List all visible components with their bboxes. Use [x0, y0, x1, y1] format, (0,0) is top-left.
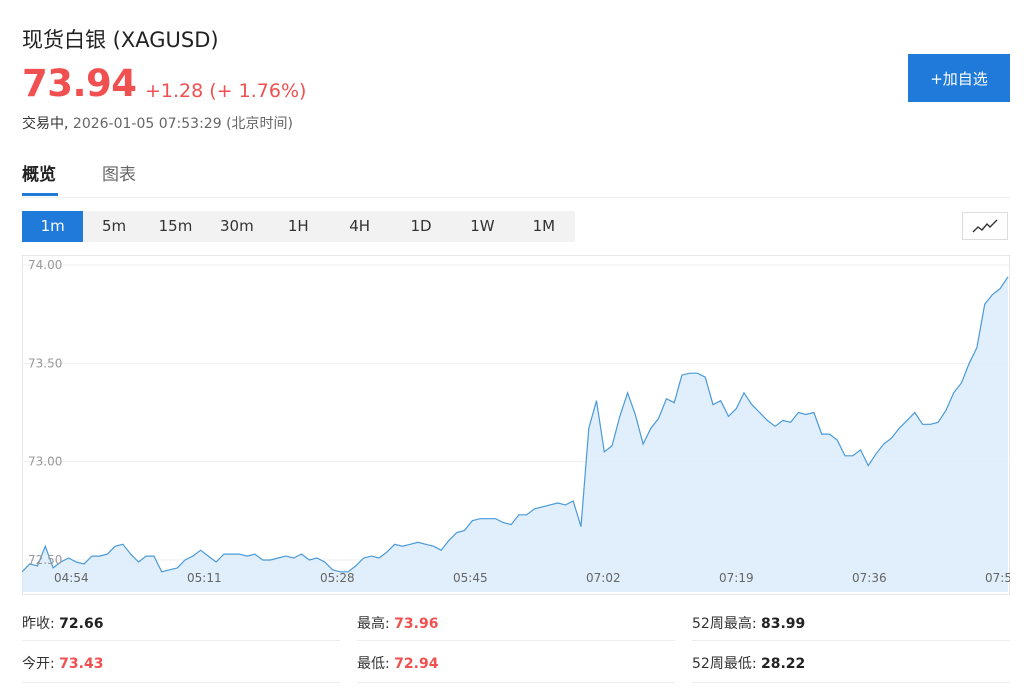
- period-1m-button[interactable]: 1m: [22, 211, 84, 242]
- tab-overview[interactable]: 概览: [22, 165, 56, 185]
- x-tick-label: 05:28: [320, 571, 355, 585]
- x-tick-label: 07:02: [586, 571, 621, 585]
- y-tick-label: 74.00: [28, 258, 62, 272]
- period-30m-button[interactable]: 30m: [220, 217, 254, 235]
- stat-label: 最高:: [357, 616, 390, 632]
- stat-value: 73.43: [59, 656, 104, 672]
- stat-label: 今开:: [22, 656, 55, 672]
- line-chart-icon: [972, 219, 998, 233]
- x-tick-label: 05:11: [187, 571, 222, 585]
- period-15m-button[interactable]: 15m: [158, 217, 193, 235]
- stat-divider: [692, 682, 1010, 683]
- x-tick-label: 07:19: [719, 571, 754, 585]
- add-to-watchlist-button[interactable]: +加自选: [908, 54, 1010, 102]
- price-area: [22, 276, 1008, 592]
- stat-value: 28.22: [760, 656, 806, 672]
- period-1w-button[interactable]: 1W: [470, 217, 495, 235]
- stat-label: 昨收:: [22, 616, 55, 632]
- timestamp: 2026-01-05 07:53:29: [72, 116, 222, 132]
- stat-value: 72.94: [394, 656, 439, 672]
- period-4h-button[interactable]: 4H: [349, 217, 371, 235]
- y-tick-label: 73.50: [28, 356, 62, 370]
- period-1d-button[interactable]: 1D: [410, 217, 432, 235]
- x-tick-label: 07:36: [852, 571, 887, 585]
- period-selector: 1m 5m 15m 30m 1H 4H 1D 1W 1M: [22, 211, 575, 242]
- stat-high: 最高: 73.96: [357, 613, 438, 633]
- stat-prev-close: 昨收: 72.66: [22, 613, 103, 633]
- period-5m-button[interactable]: 5m: [102, 217, 127, 235]
- stat-low: 最低: 72.94: [357, 653, 438, 673]
- y-tick-label: 72.50: [28, 553, 62, 567]
- chart-frame: [22, 255, 1010, 595]
- stat-divider: [357, 640, 675, 641]
- tab-chart[interactable]: 图表: [102, 165, 136, 185]
- price-line: [22, 276, 1009, 573]
- y-tick-label: 73.00: [28, 455, 62, 469]
- price-chart[interactable]: 74.00 73.50 73.00 72.50 04:54 05:11 05:28 05:45…: [22, 255, 1010, 595]
- stat-label: 52周最高:: [692, 616, 757, 632]
- timezone-label: (北京时间): [226, 116, 293, 132]
- x-tick-label: 04:54: [54, 571, 89, 585]
- stat-open: 今开: 73.43: [22, 653, 103, 673]
- status-label: 交易中,: [22, 116, 69, 132]
- x-tick-label: 05:45: [453, 571, 488, 585]
- period-1mo-button[interactable]: 1M: [532, 217, 556, 235]
- stat-divider: [22, 640, 340, 641]
- page-title: 现货白银 (XAGUSD): [22, 28, 219, 52]
- stat-label: 最低:: [357, 656, 390, 672]
- stat-value: 73.96: [394, 616, 439, 632]
- stat-value: 83.99: [760, 616, 806, 632]
- stat-divider: [692, 640, 1010, 641]
- period-1h-button[interactable]: 1H: [287, 217, 309, 235]
- price-change: +1.28 (+ 1.76%): [145, 80, 307, 102]
- x-tick-label: 07:5: [985, 571, 1010, 585]
- stat-label: 52周最低:: [692, 656, 757, 672]
- stat-52w-low: 52周最低: 28.22: [692, 653, 805, 673]
- active-tab-indicator: [22, 193, 58, 196]
- trading-status: 交易中, 2026-01-05 07:53:29 (北京时间): [22, 113, 293, 133]
- chart-type-toggle[interactable]: [962, 212, 1008, 240]
- stat-52w-high: 52周最高: 83.99: [692, 613, 805, 633]
- current-price: 73.94: [22, 62, 137, 105]
- tabs-divider: [22, 197, 1010, 198]
- stat-divider: [357, 682, 675, 683]
- stat-value: 72.66: [59, 616, 104, 632]
- stat-divider: [22, 682, 340, 683]
